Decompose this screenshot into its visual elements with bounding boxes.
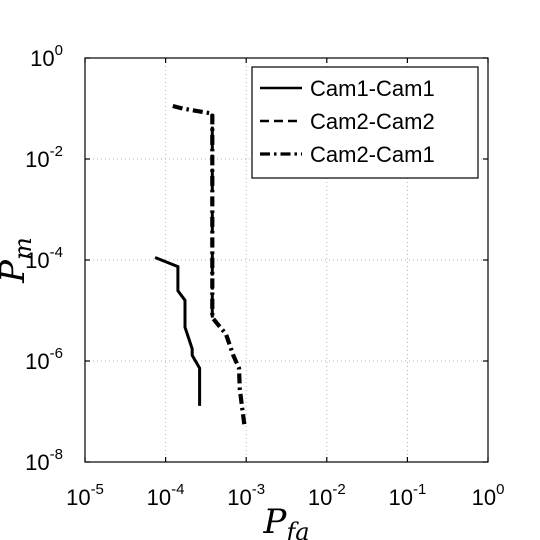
legend: Cam1-Cam1 Cam2-Cam2 Cam2-Cam1: [251, 66, 479, 179]
series-line-cam2-cam1: [172, 103, 247, 427]
tick-exponent: -8: [50, 446, 63, 463]
series-line-cam1-cam1: [154, 256, 202, 406]
x-axis-label: Pfa: [262, 502, 309, 540]
tick-base: 10: [25, 248, 49, 273]
tick-base: 10: [66, 485, 90, 510]
tick-exponent: 0: [496, 481, 504, 498]
tick-exponent: -2: [332, 481, 345, 498]
tick-base: 10: [227, 485, 251, 510]
series-layer: [154, 103, 247, 427]
tick-exponent: -4: [50, 244, 63, 261]
y-tick-label: 100: [30, 42, 63, 71]
y-axis-label: Pm: [0, 237, 37, 284]
legend-label: Cam2-Cam2: [310, 109, 435, 134]
tick-exponent: -6: [50, 345, 63, 362]
tick-base: 10: [25, 349, 49, 374]
tick-exponent: -3: [252, 481, 265, 498]
tick-exponent: -5: [91, 481, 104, 498]
y-tick-label: 10-6: [25, 345, 63, 374]
tick-base: 10: [25, 147, 49, 172]
tick-base: 10: [147, 485, 171, 510]
legend-box: [251, 66, 479, 179]
tick-base: 10: [472, 485, 496, 510]
tick-exponent: 0: [55, 42, 63, 59]
tick-exponent: -1: [413, 481, 426, 498]
tick-base: 10: [25, 450, 49, 475]
legend-label: Cam1-Cam1: [310, 76, 435, 101]
x-tick-label: 10-3: [227, 481, 265, 510]
x-tick-label: 100: [472, 481, 505, 510]
tick-base: 10: [30, 46, 54, 71]
tick-base: 10: [388, 485, 412, 510]
x-tick-label: 10-4: [147, 481, 185, 510]
x-tick-label: 10-2: [308, 481, 346, 510]
x-axis-label-main: P: [262, 502, 287, 540]
ticks: 10-5 10-4 10-3 10-2 10-1 10010-810-610-410-21…: [25, 42, 504, 510]
x-axis-label-sub: fa: [284, 518, 309, 540]
x-tick-label: 10-5: [66, 481, 104, 510]
y-tick-label: 10-8: [25, 446, 63, 475]
y-axis-label-main: P: [0, 259, 33, 284]
tick-base: 10: [308, 485, 332, 510]
legend-label: Cam2-Cam1: [310, 142, 435, 167]
y-axis-label-sub: m: [9, 237, 37, 260]
grid: [85, 58, 488, 462]
y-tick-label: 10-4: [25, 244, 63, 273]
y-tick-label: 10-2: [25, 143, 63, 172]
x-tick-label: 10-1: [388, 481, 426, 510]
tick-exponent: -4: [171, 481, 184, 498]
tick-exponent: -2: [50, 143, 63, 160]
